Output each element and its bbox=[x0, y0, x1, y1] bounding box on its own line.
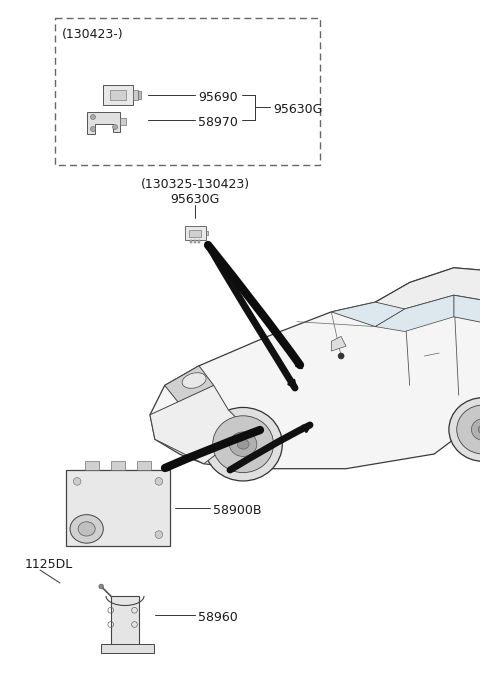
Bar bbox=[190, 240, 192, 243]
Bar bbox=[110, 90, 126, 100]
Polygon shape bbox=[375, 268, 480, 326]
Bar bbox=[133, 90, 138, 100]
Polygon shape bbox=[375, 295, 454, 332]
Circle shape bbox=[338, 353, 344, 359]
Polygon shape bbox=[331, 336, 346, 351]
Bar bbox=[66, 470, 170, 546]
Text: 95630G: 95630G bbox=[273, 103, 323, 116]
Ellipse shape bbox=[204, 408, 282, 481]
Text: 58900B: 58900B bbox=[213, 504, 262, 517]
Text: 95630G: 95630G bbox=[170, 193, 220, 206]
Bar bbox=[189, 230, 201, 236]
Ellipse shape bbox=[229, 432, 257, 456]
Bar bbox=[103, 85, 133, 105]
Circle shape bbox=[155, 477, 163, 485]
Ellipse shape bbox=[478, 425, 480, 434]
Bar bbox=[194, 240, 196, 243]
Bar bbox=[198, 240, 200, 243]
Text: (130423-): (130423-) bbox=[62, 28, 124, 41]
Circle shape bbox=[91, 114, 96, 120]
Polygon shape bbox=[454, 295, 480, 336]
Bar bbox=[120, 118, 126, 125]
Circle shape bbox=[91, 127, 96, 131]
Ellipse shape bbox=[78, 522, 95, 536]
Bar bbox=[55, 18, 320, 165]
Ellipse shape bbox=[457, 405, 480, 454]
Ellipse shape bbox=[213, 416, 274, 473]
Text: 95690: 95690 bbox=[198, 91, 238, 104]
Circle shape bbox=[112, 125, 118, 129]
Circle shape bbox=[155, 531, 163, 538]
Bar bbox=[184, 226, 205, 240]
Bar bbox=[111, 460, 125, 470]
Circle shape bbox=[73, 531, 81, 538]
Text: (130325-130423): (130325-130423) bbox=[141, 178, 250, 191]
Polygon shape bbox=[165, 366, 214, 410]
Text: 1125DL: 1125DL bbox=[25, 558, 73, 571]
Bar bbox=[137, 460, 151, 470]
Bar bbox=[138, 91, 141, 99]
Ellipse shape bbox=[182, 373, 206, 389]
Circle shape bbox=[73, 477, 81, 485]
Bar bbox=[205, 231, 208, 235]
Ellipse shape bbox=[237, 439, 249, 449]
Text: 58960: 58960 bbox=[198, 611, 238, 624]
Polygon shape bbox=[150, 268, 480, 468]
Polygon shape bbox=[101, 644, 154, 653]
Polygon shape bbox=[87, 112, 120, 134]
Polygon shape bbox=[150, 385, 248, 464]
Circle shape bbox=[99, 584, 104, 589]
Ellipse shape bbox=[449, 397, 480, 461]
Polygon shape bbox=[331, 302, 405, 326]
Bar bbox=[111, 596, 139, 649]
Ellipse shape bbox=[471, 418, 480, 440]
Bar bbox=[85, 460, 98, 470]
Ellipse shape bbox=[70, 515, 103, 543]
Text: 58970: 58970 bbox=[198, 116, 238, 129]
